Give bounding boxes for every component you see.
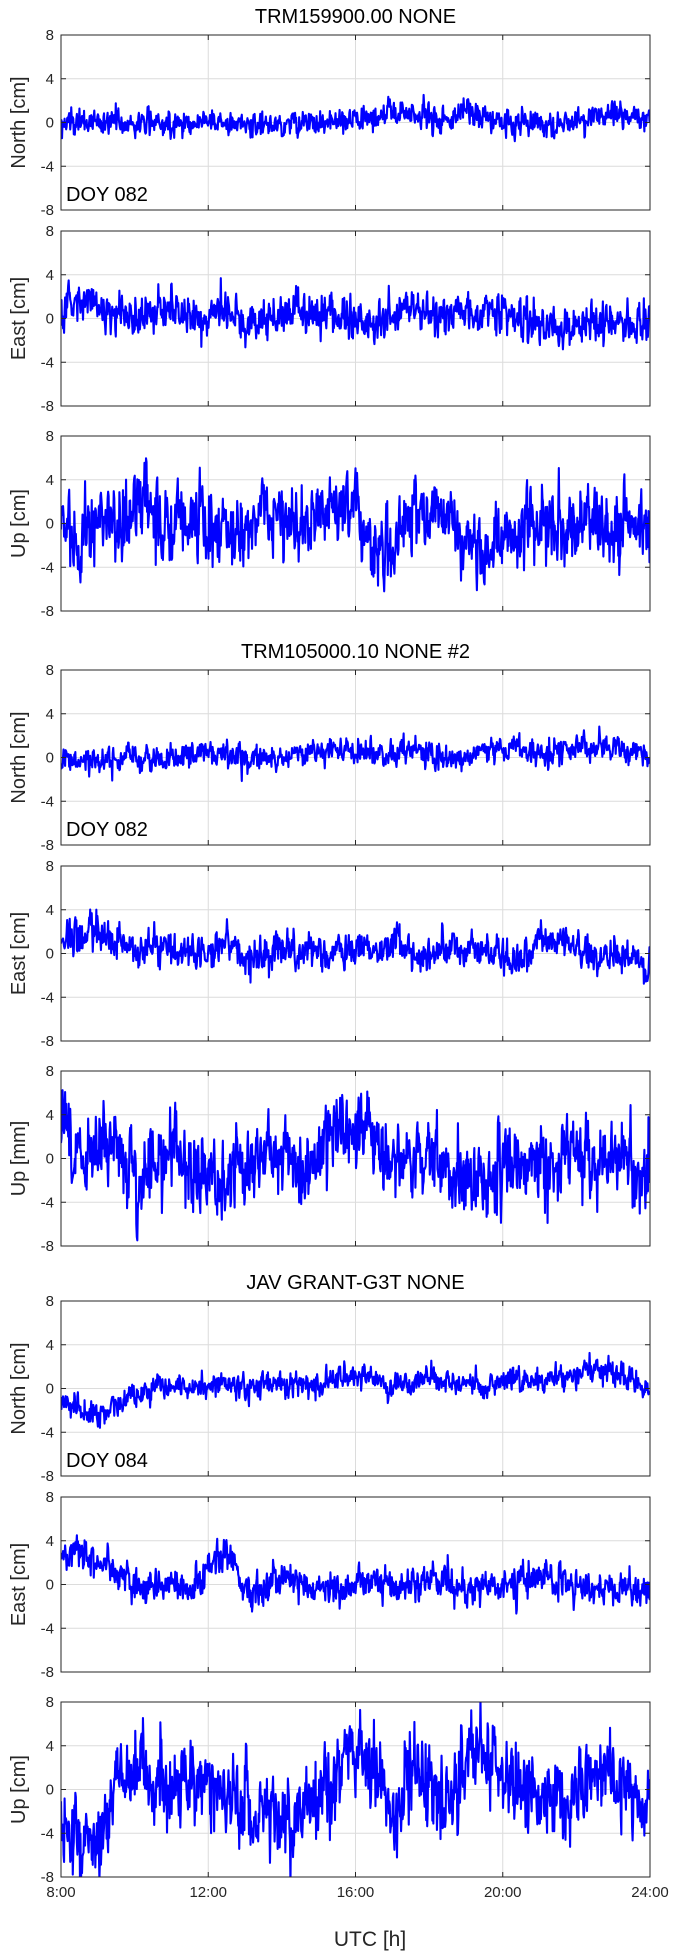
group-title: TRM105000.10 NONE #2	[241, 641, 470, 663]
plot-panel: -8 -4 0 4 8 North [cm] DOY 082	[8, 662, 651, 854]
plot-panel: -8 -4 0 4 8 East [cm]	[8, 1489, 651, 1681]
y-tick-label: 4	[46, 267, 54, 284]
y-tick-label: 0	[46, 115, 54, 132]
y-tick-label: 0	[46, 946, 54, 963]
y-tick-label: -8	[41, 202, 54, 219]
chart-groups: TRM159900.00 NONE -8 -4 0 4 8 North [cm] DOY 08…	[8, 6, 669, 1901]
x-tick-label: 8:00	[46, 1884, 75, 1901]
y-tick-label: -4	[41, 1194, 54, 1211]
series-line	[61, 1351, 650, 1429]
group-title: JAV GRANT-G3T NONE	[246, 1272, 464, 1294]
y-axis-label: Up [cm]	[8, 489, 30, 558]
y-tick-label: -8	[41, 837, 54, 854]
y-tick-label: -4	[41, 1825, 54, 1842]
y-tick-label: 4	[46, 1738, 54, 1755]
y-tick-label: 8	[46, 1293, 54, 1310]
doy-annotation: DOY 084	[66, 1450, 148, 1472]
y-tick-label: 8	[46, 858, 54, 875]
y-tick-label: -8	[41, 1033, 54, 1050]
y-tick-label: -4	[41, 354, 54, 371]
plot-panel: -8 -4 0 4 8 East [cm]	[8, 858, 651, 1050]
y-tick-label: 0	[46, 311, 54, 328]
y-tick-label: 8	[46, 428, 54, 445]
y-tick-label: -4	[41, 1424, 54, 1441]
y-tick-label: 0	[46, 1151, 54, 1168]
y-tick-label: 0	[46, 1782, 54, 1799]
y-tick-label: -4	[41, 158, 54, 175]
series-line	[61, 277, 650, 351]
y-tick-label: 4	[46, 902, 54, 919]
y-tick-label: 4	[46, 1337, 54, 1354]
y-tick-label: -8	[41, 1869, 54, 1886]
plot-panel: -8 -4 0 4 8 East [cm]	[8, 223, 651, 415]
y-tick-label: 0	[46, 1577, 54, 1594]
plot-panel: -8 -4 0 4 8 Up [cm]	[8, 428, 651, 620]
y-tick-label: 8	[46, 1694, 54, 1711]
x-tick-label: 12:00	[189, 1884, 227, 1901]
y-tick-label: -4	[41, 559, 54, 576]
doy-annotation: DOY 082	[66, 184, 148, 206]
y-tick-label: 0	[46, 516, 54, 533]
y-axis-label: East [cm]	[8, 1543, 30, 1626]
doy-annotation: DOY 082	[66, 819, 148, 841]
y-tick-label: -4	[41, 989, 54, 1006]
y-tick-label: -8	[41, 1238, 54, 1255]
series-line	[61, 1702, 650, 1877]
y-tick-label: 4	[46, 71, 54, 88]
y-tick-label: -4	[41, 1620, 54, 1637]
y-tick-label: -8	[41, 1468, 54, 1485]
y-axis-label: North [cm]	[8, 76, 30, 168]
x-tick-label: 24:00	[631, 1884, 669, 1901]
series-line	[61, 1089, 650, 1242]
series-line	[61, 457, 650, 593]
y-tick-label: 0	[46, 750, 54, 767]
y-tick-label: -4	[41, 793, 54, 810]
y-tick-label: 4	[46, 472, 54, 489]
series-line	[61, 908, 650, 985]
series-line	[61, 93, 650, 143]
y-tick-label: 8	[46, 1063, 54, 1080]
y-tick-label: 0	[46, 1381, 54, 1398]
series-line	[61, 725, 650, 783]
y-axis-label: North [cm]	[8, 1342, 30, 1434]
y-axis-label: Up [mm]	[8, 1121, 30, 1197]
y-axis-label: East [cm]	[8, 912, 30, 995]
series-line	[61, 1534, 650, 1615]
y-tick-label: -8	[41, 1664, 54, 1681]
y-tick-label: 8	[46, 1489, 54, 1506]
plot-panel: -8 -4 0 4 8 Up [mm]	[8, 1063, 651, 1255]
y-axis-label: North [cm]	[8, 711, 30, 803]
group-title: TRM159900.00 NONE	[255, 6, 456, 28]
x-axis-title: UTC [h]	[334, 1928, 406, 1951]
plot-group: JAV GRANT-G3T NONE -8 -4 0 4 8 North [cm] DOY 0…	[8, 1272, 669, 1901]
y-axis-label: East [cm]	[8, 277, 30, 360]
y-axis-label: Up [cm]	[8, 1755, 30, 1824]
y-tick-label: -8	[41, 603, 54, 620]
y-tick-label: 8	[46, 27, 54, 44]
plot-panel: -8 -4 0 4 8 North [cm] DOY 084	[8, 1293, 651, 1485]
x-tick-label: 16:00	[337, 1884, 375, 1901]
plot-panel: -8 -4 0 4 8 North [cm] DOY 082	[8, 27, 651, 219]
y-tick-label: 4	[46, 1107, 54, 1124]
plot-panel: -8 -4 0 4 8 Up [cm] 8:00 12:00 16:00 20:00 24:00	[8, 1694, 669, 1901]
y-tick-label: 4	[46, 706, 54, 723]
x-tick-label: 20:00	[484, 1884, 522, 1901]
plot-group: TRM159900.00 NONE -8 -4 0 4 8 North [cm] DOY 08…	[8, 6, 651, 620]
y-tick-label: 8	[46, 662, 54, 679]
y-tick-label: -8	[41, 398, 54, 415]
y-tick-label: 8	[46, 223, 54, 240]
plot-group: TRM105000.10 NONE #2 -8 -4 0 4 8 North [cm] DOY…	[8, 641, 651, 1255]
y-tick-label: 4	[46, 1533, 54, 1550]
